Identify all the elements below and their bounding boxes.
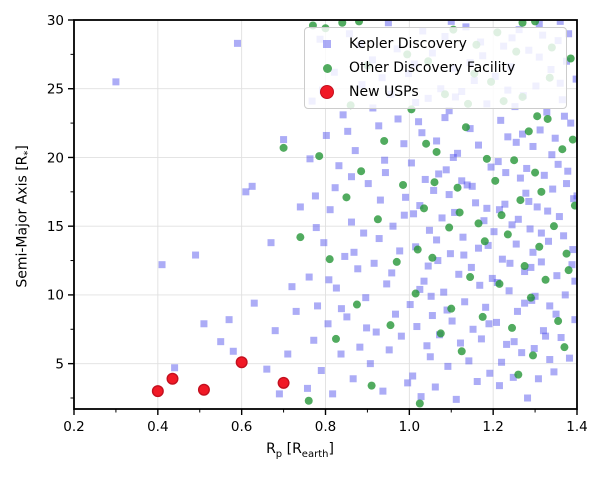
kepler-square-marker-icon	[323, 40, 331, 48]
svg-text:5: 5	[55, 356, 64, 372]
svg-text:0.4: 0.4	[147, 419, 168, 435]
legend-label-new-usps: New USPs	[349, 84, 419, 100]
svg-text:1.0: 1.0	[399, 419, 420, 435]
x-label-text: [R	[282, 441, 302, 457]
axis-ticks	[68, 19, 578, 415]
other-circle-marker-icon	[322, 63, 332, 73]
y-axis-label: Semi-Major Axis [R*]	[15, 96, 34, 336]
svg-text:1.2: 1.2	[482, 419, 503, 435]
svg-text:1.4: 1.4	[566, 419, 587, 435]
svg-text:15: 15	[47, 219, 64, 235]
x-label-sub: earth	[301, 448, 329, 460]
legend-row-other: Other Discovery Facility	[305, 56, 558, 80]
legend-row-kepler: Kepler Discovery	[305, 32, 558, 56]
y-label-text: Semi-Major Axis [R	[14, 155, 31, 288]
y-label-sub: *	[22, 150, 34, 156]
x-label-text: R	[266, 441, 276, 457]
svg-text:0.6: 0.6	[231, 419, 252, 435]
y-label-text: ]	[14, 145, 31, 151]
x-label-text: ]	[328, 441, 334, 457]
legend-marker-cell	[305, 63, 349, 73]
svg-text:25: 25	[47, 82, 64, 98]
series-new-usps-points	[151, 356, 290, 398]
x-tick-labels: 0.2 0.4 0.6 0.8 1.0 1.2 1.4	[63, 419, 587, 435]
legend: Kepler Discovery Other Discovery Facilit…	[304, 27, 567, 109]
x-label-sub: p	[275, 448, 283, 460]
svg-text:20: 20	[47, 150, 64, 166]
y-tick-labels: 5 10 15 20 25 30	[47, 13, 64, 373]
new-usps-circle-marker-icon	[320, 85, 334, 99]
legend-label-other: Other Discovery Facility	[349, 60, 516, 76]
legend-marker-cell	[305, 40, 349, 48]
svg-text:30: 30	[47, 13, 64, 29]
legend-marker-cell	[305, 85, 349, 99]
x-axis-label: Rp [Rearth]	[0, 441, 600, 460]
legend-row-new-usps: New USPs	[305, 80, 558, 104]
svg-text:0.2: 0.2	[63, 419, 84, 435]
svg-text:0.8: 0.8	[315, 419, 336, 435]
legend-label-kepler: Kepler Discovery	[349, 36, 467, 52]
svg-text:10: 10	[47, 288, 64, 304]
